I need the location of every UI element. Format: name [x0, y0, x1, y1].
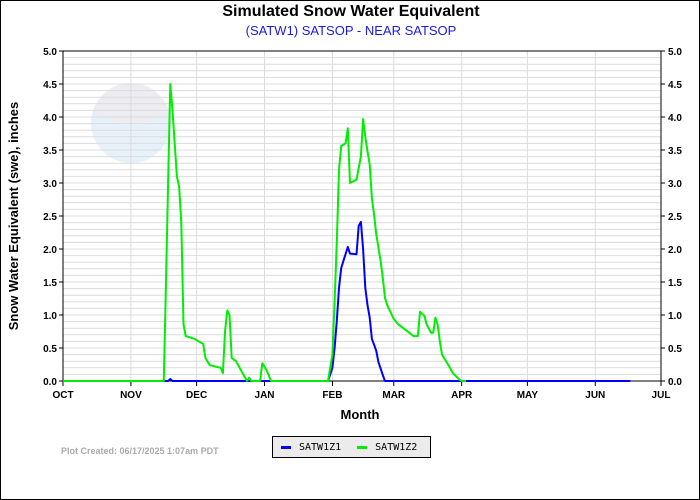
plot-frame [62, 50, 662, 382]
y-tick-label: 2.5 [43, 212, 57, 223]
x-tick-label: DEC [186, 390, 207, 401]
x-tick-label: NOV [120, 390, 142, 401]
y-tick-label: 0.5 [43, 344, 57, 355]
x-tick-label: APR [451, 390, 473, 401]
legend-label: SATW1Z1 [299, 441, 342, 453]
y-tick-label-right: 0.5 [668, 344, 682, 355]
x-tick-label: MAY [517, 390, 539, 401]
legend-swatch [281, 445, 291, 449]
plot-created-text: Plot Created: 06/17/2025 1:07am PDT [61, 446, 219, 456]
y-tick-label: 1.0 [43, 311, 57, 322]
y-tick-label-right: 4.5 [668, 80, 682, 91]
x-tick-label: OCT [52, 390, 73, 401]
y-tick-label-right: 3.0 [668, 179, 682, 190]
y-tick-label-right: 1.0 [668, 311, 682, 322]
legend-swatch [357, 445, 368, 449]
y-tick-label: 4.5 [43, 80, 57, 91]
y-tick-label-right: 2.0 [668, 245, 682, 256]
x-axis-label: Month [341, 407, 380, 422]
legend-item-satw1z1: SATW1Z1 [281, 442, 341, 453]
y-tick-label-right: 0.0 [668, 377, 682, 388]
x-tick-label: FEB [322, 390, 342, 401]
legend-item-satw1z2: SATW1Z2 [357, 442, 417, 453]
legend-label: SATW1Z2 [375, 441, 418, 453]
y-tick-label: 5.0 [43, 47, 57, 58]
y-axis-label: Snow Water Equivalent (swe), inches [6, 102, 21, 331]
y-tick-label-right: 4.0 [668, 113, 682, 124]
y-tick-label-right: 5.0 [668, 47, 682, 58]
chart-subtitle: (SATW1) SATSOP - NEAR SATSOP [245, 23, 457, 38]
y-tick-label: 4.0 [43, 113, 57, 124]
chart-title: Simulated Snow Water Equivalent [222, 3, 480, 20]
y-tick-label: 3.0 [43, 179, 57, 190]
series-line-satw1z2 [63, 83, 466, 382]
x-tick-label: JUN [585, 390, 605, 401]
y-tick-label-right: 1.5 [668, 278, 682, 289]
y-tick-label: 2.0 [43, 245, 57, 256]
x-tick-label: JUL [652, 390, 671, 401]
x-tick-label: MAR [382, 390, 406, 401]
y-tick-label-right: 3.5 [668, 146, 682, 157]
y-tick-label: 1.5 [43, 278, 57, 289]
y-tick-label: 3.5 [43, 146, 57, 157]
x-tick-label: JAN [255, 390, 275, 401]
y-tick-label: 0.0 [43, 377, 57, 388]
y-tick-label-right: 2.5 [668, 212, 682, 223]
legend: SATW1Z1 SATW1Z2 [272, 436, 431, 458]
